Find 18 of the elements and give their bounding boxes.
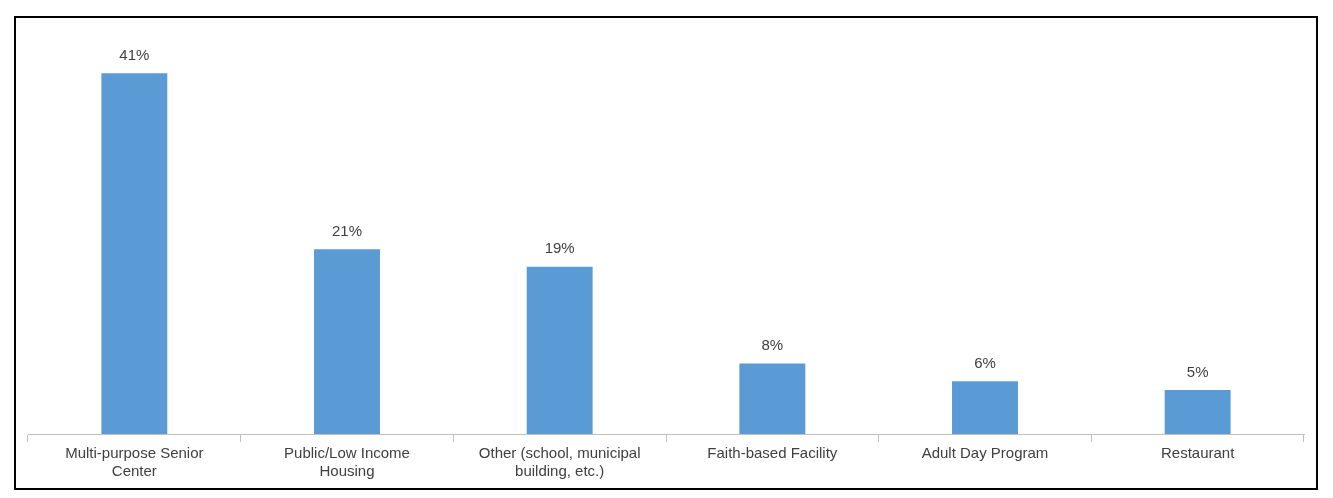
x-tick-label: Adult Day Program xyxy=(921,444,1049,462)
data-label: 5% xyxy=(1186,362,1209,380)
bar xyxy=(101,73,168,434)
bar xyxy=(952,381,1018,434)
data-label: 21% xyxy=(331,221,363,239)
x-tick-label: Restaurant xyxy=(1160,444,1236,462)
x-tick-label: Faith-based Facility xyxy=(707,444,838,462)
data-label: 8% xyxy=(761,336,784,354)
x-tick-label: Public/Low Income Housing xyxy=(284,444,410,480)
data-label: 6% xyxy=(974,353,996,371)
x-tick-label: Multi-purpose Senior Center xyxy=(65,444,204,480)
bar xyxy=(1164,390,1231,434)
data-label: 19% xyxy=(544,239,575,257)
bar xyxy=(526,266,593,434)
data-label: 41% xyxy=(119,45,150,63)
bar xyxy=(314,249,380,434)
x-tick-label: Other (school, municipal building, etc.) xyxy=(478,444,641,480)
bar xyxy=(739,363,806,434)
